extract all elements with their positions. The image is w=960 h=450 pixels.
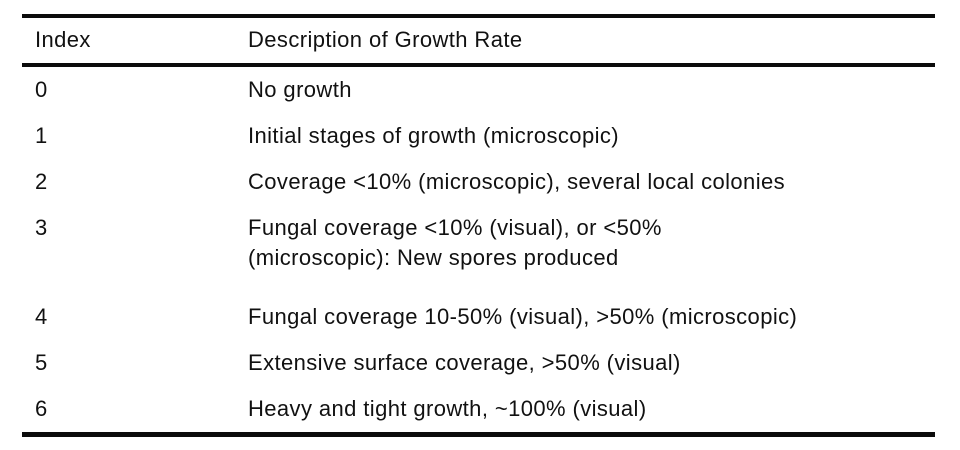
growth-rate-index-table: Index Description of Growth Rate 0 No gr… bbox=[22, 14, 935, 437]
index-cell: 4 bbox=[35, 304, 48, 329]
table-row: 5 Extensive surface coverage, >50% (visu… bbox=[22, 340, 935, 386]
column-header-description: Description of Growth Rate bbox=[248, 27, 523, 52]
table-row: 0 No growth bbox=[22, 67, 935, 113]
index-cell: 6 bbox=[35, 396, 48, 421]
description-cell: Fungal coverage 10-50% (visual), >50% (m… bbox=[248, 304, 798, 329]
table-row: 1 Initial stages of growth (microscopic) bbox=[22, 113, 935, 159]
description-cell: No growth bbox=[248, 77, 352, 102]
description-cell: Extensive surface coverage, >50% (visual… bbox=[248, 350, 681, 375]
table-header-row: Index Description of Growth Rate bbox=[22, 14, 935, 67]
table-row: 4 Fungal coverage 10-50% (visual), >50% … bbox=[22, 294, 935, 340]
table-row: 3 Fungal coverage <10% (visual), or <50%… bbox=[22, 205, 935, 294]
table-row: 2 Coverage <10% (microscopic), several l… bbox=[22, 159, 935, 205]
index-cell: 1 bbox=[35, 123, 48, 148]
description-cell: Coverage <10% (microscopic), several loc… bbox=[248, 169, 786, 194]
description-cell: Fungal coverage <10% (visual), or <50% (… bbox=[248, 215, 662, 270]
table-body: 0 No growth 1 Initial stages of growth (… bbox=[22, 67, 935, 437]
index-cell: 3 bbox=[35, 215, 48, 240]
table-row: 6 Heavy and tight growth, ~100% (visual) bbox=[22, 386, 935, 432]
description-cell: Initial stages of growth (microscopic) bbox=[248, 123, 619, 148]
index-cell: 2 bbox=[35, 169, 48, 194]
description-cell: Heavy and tight growth, ~100% (visual) bbox=[248, 396, 647, 421]
index-cell: 5 bbox=[35, 350, 48, 375]
index-cell: 0 bbox=[35, 77, 48, 102]
column-header-index: Index bbox=[35, 27, 91, 52]
